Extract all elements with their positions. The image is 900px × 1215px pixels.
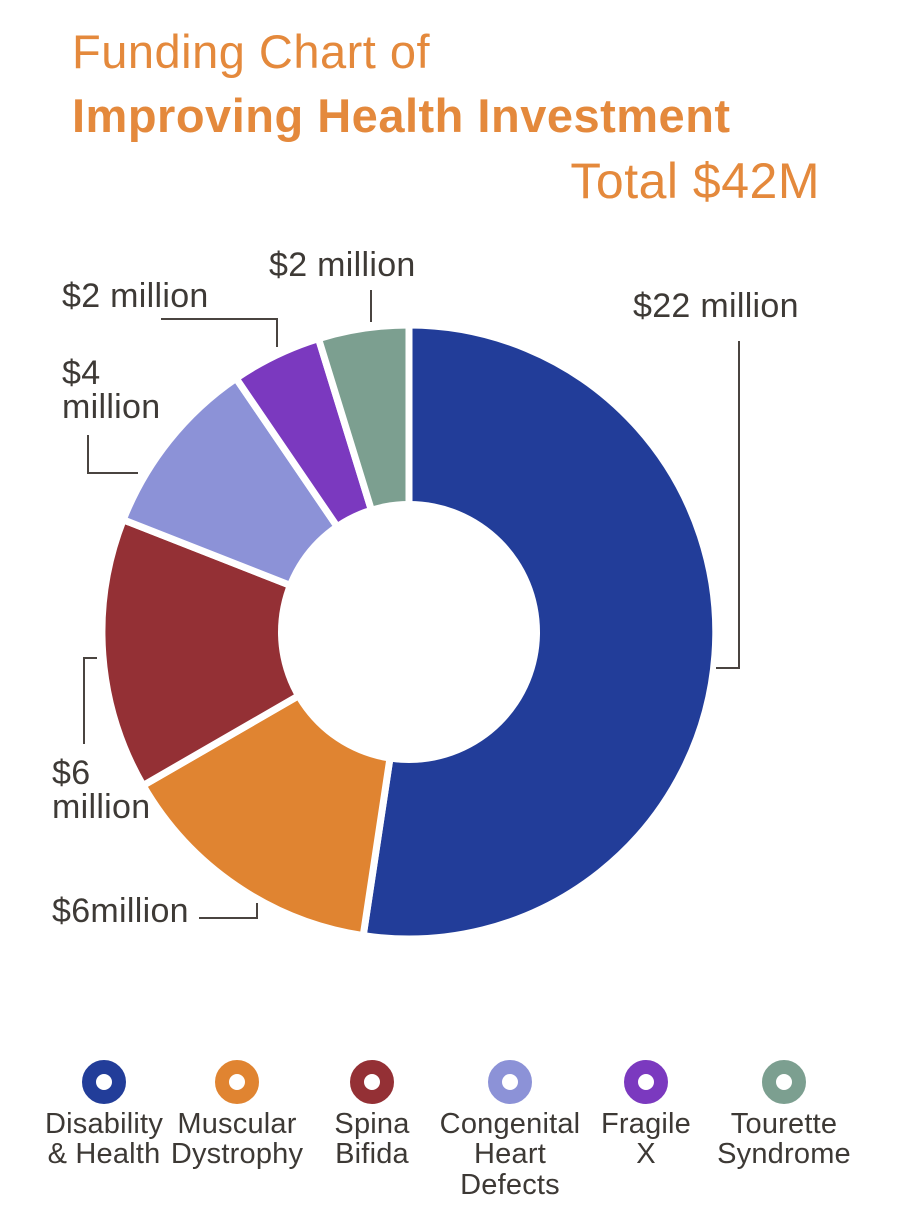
leader-line-fragile-x: [161, 318, 278, 347]
callout-tourette-syndrome: $2 million: [269, 246, 416, 284]
legend: Disability & Health Muscular Dystrophy S…: [0, 1060, 900, 1210]
leader-line-disability-health: [716, 341, 740, 669]
page-title-line1: Funding Chart of: [72, 25, 431, 78]
page-title-line2: Improving Health Investment: [72, 89, 731, 142]
legend-item-fragile-x: Fragile X: [571, 1060, 721, 1170]
legend-label-congenital-heart-defects: Congenital Heart Defects: [439, 1108, 581, 1201]
callout-congenital-heart-defects: $4 million: [62, 354, 161, 426]
legend-ring-spina-bifida: [350, 1060, 394, 1104]
callout-spina-bifida: $6 million: [52, 754, 151, 826]
slice-spina-bifida: [98, 515, 418, 791]
legend-label-muscular-dystrophy: Muscular Dystrophy: [170, 1108, 304, 1171]
donut-hole: [278, 501, 540, 763]
callout-fragile-x: $2 million: [62, 277, 209, 315]
legend-item-spina-bifida: Spina Bifida: [297, 1060, 447, 1170]
callout-disability-health: $22 million: [633, 287, 799, 325]
legend-ring-congenital-heart-defects: [488, 1060, 532, 1104]
legend-ring-tourette-syndrome: [762, 1060, 806, 1104]
leader-line-spina-bifida: [83, 657, 97, 744]
legend-item-disability-health: Disability & Health: [29, 1060, 179, 1170]
legend-ring-muscular-dystrophy: [215, 1060, 259, 1104]
legend-label-fragile-x: Fragile X: [600, 1108, 692, 1171]
callout-muscular-dystrophy: $6million: [52, 892, 189, 930]
legend-item-congenital-heart-defects: Congenital Heart Defects: [435, 1060, 585, 1200]
legend-label-spina-bifida: Spina Bifida: [334, 1108, 410, 1171]
legend-item-muscular-dystrophy: Muscular Dystrophy: [162, 1060, 312, 1170]
total-label: Total $42M: [570, 153, 820, 209]
legend-label-disability-health: Disability & Health: [44, 1108, 164, 1171]
legend-label-tourette-syndrome: Tourette Syndrome: [717, 1108, 851, 1171]
legend-ring-fragile-x: [624, 1060, 668, 1104]
legend-item-tourette-syndrome: Tourette Syndrome: [709, 1060, 859, 1170]
legend-ring-disability-health: [82, 1060, 126, 1104]
leader-line-congenital-heart-defects: [87, 435, 138, 474]
leader-line-muscular-dystrophy: [199, 903, 258, 919]
